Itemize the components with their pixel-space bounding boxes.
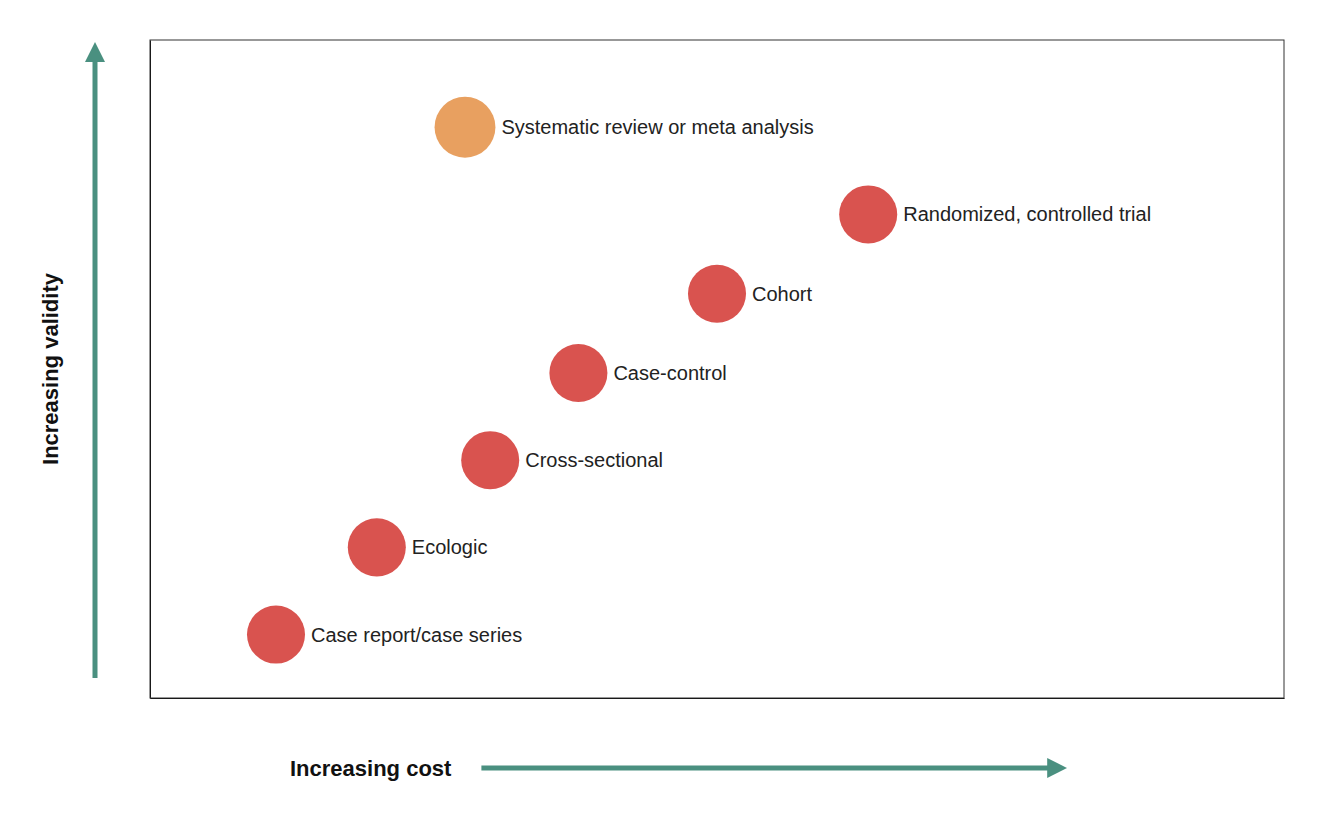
point-label: Cohort bbox=[752, 283, 812, 305]
point bbox=[348, 518, 406, 576]
plot-area: Case report/case series Ecologic Cross-sec… bbox=[150, 40, 1285, 699]
point bbox=[839, 185, 897, 243]
point-label: Systematic review or meta analysis bbox=[501, 116, 813, 138]
point bbox=[688, 265, 746, 323]
point bbox=[461, 431, 519, 489]
chart: Case report/case series Ecologic Cross-sec… bbox=[0, 0, 1324, 828]
x-axis-title: Increasing cost bbox=[290, 756, 452, 781]
point-label: Cross-sectional bbox=[525, 449, 663, 471]
point-label: Randomized, controlled trial bbox=[903, 203, 1151, 225]
plot-frame bbox=[150, 40, 1284, 698]
y-arrow bbox=[93, 52, 98, 678]
point-label: Ecologic bbox=[412, 536, 488, 558]
point-label: Case-control bbox=[613, 362, 726, 384]
y-axis-title: Increasing validity bbox=[38, 272, 63, 465]
point bbox=[247, 606, 305, 664]
point-label: Case report/case series bbox=[311, 624, 522, 646]
point-labels: Case report/case series Ecologic Cross-sec… bbox=[311, 116, 1151, 645]
points bbox=[247, 97, 897, 664]
point bbox=[549, 344, 607, 402]
point bbox=[435, 97, 496, 158]
x-arrow bbox=[481, 766, 1057, 771]
